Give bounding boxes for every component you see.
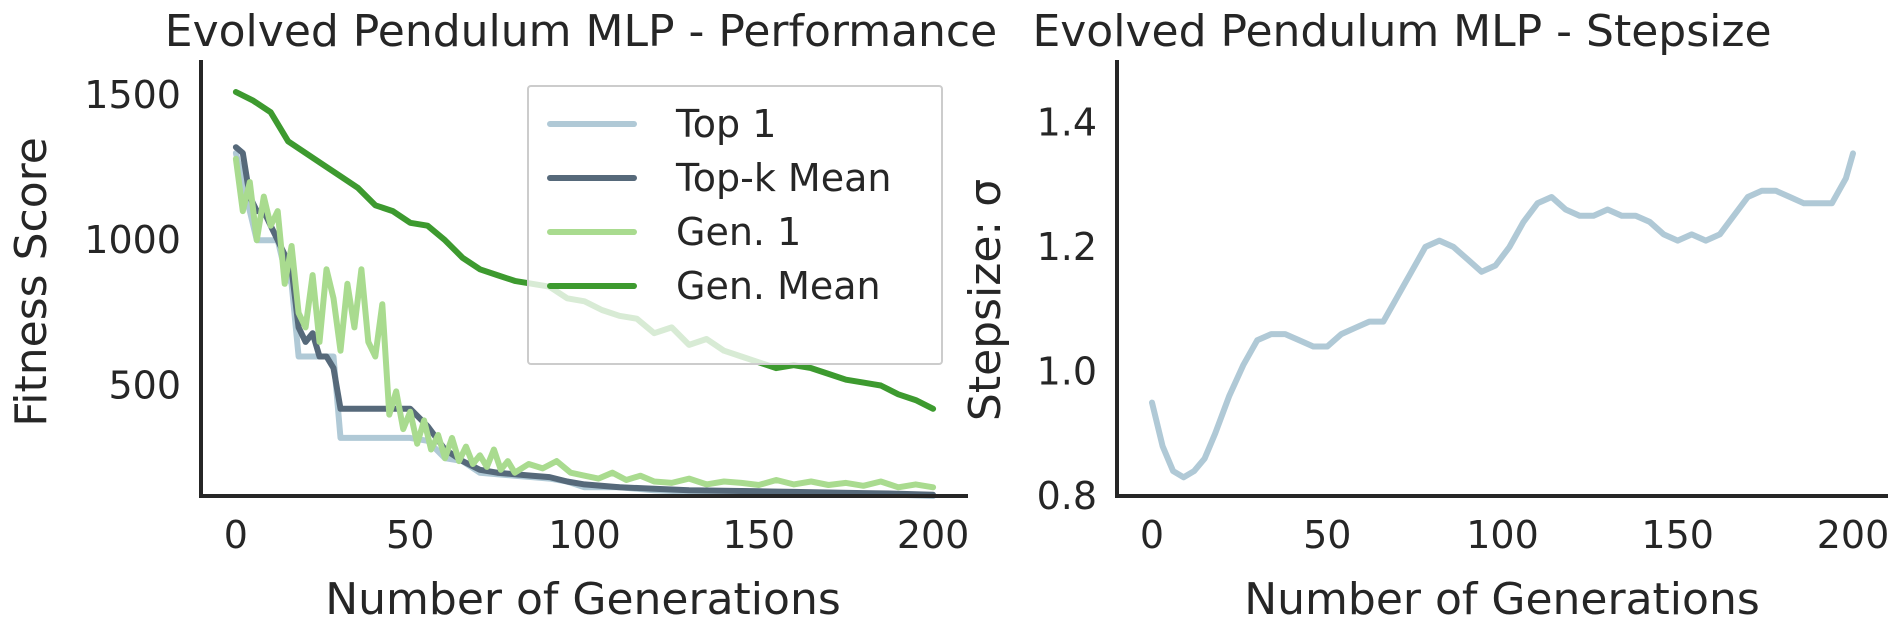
performance-chart: Evolved Pendulum MLP - Performance 0 50 10… [6,6,997,625]
performance-y-ticks: 500 1000 1500 [84,73,181,408]
x-tick-label: 150 [723,513,796,557]
y-tick-label: 500 [108,364,181,408]
chart-title-performance: Evolved Pendulum MLP - Performance [165,6,997,57]
legend-box [527,85,943,365]
x-tick-label: 50 [386,513,434,557]
performance-x-label: Number of Generations [325,574,841,625]
y-tick-label: 1500 [84,73,181,117]
stepsize-series-group [1149,150,1856,481]
legend-label: Top-k Mean [675,156,891,200]
stepsize-chart: Evolved Pendulum MLP - Stepsize 0 50 100 15… [960,6,1889,625]
x-tick-label: 150 [1641,513,1714,557]
y-tick-label: 1000 [84,218,181,262]
legend-label: Gen. 1 [676,210,801,254]
x-tick-label: 100 [548,513,621,557]
stepsize-x-ticks: 0 50 100 150 200 [1140,513,1889,557]
stepsize-y-ticks: 0.8 1.0 1.2 1.4 [1037,100,1097,518]
x-tick-label: 0 [1140,513,1164,557]
x-tick-label: 200 [897,513,970,557]
y-tick-label: 1.0 [1037,349,1097,393]
x-tick-label: 100 [1466,513,1539,557]
performance-legend: Top 1 Top-k Mean Gen. 1 Gen. Mean [527,85,943,365]
series-line-stepsize [1149,150,1856,481]
x-tick-label: 200 [1817,513,1890,557]
series-line-gen-1 [232,155,937,491]
x-tick-label: 50 [1303,513,1351,557]
performance-y-label: Fitness Score [6,137,57,427]
y-tick-label: 1.2 [1037,225,1097,269]
chart-title-stepsize: Evolved Pendulum MLP - Stepsize [1032,6,1771,57]
stepsize-x-label: Number of Generations [1244,574,1760,625]
y-tick-label: 1.4 [1037,100,1097,144]
legend-label: Top 1 [675,102,776,146]
performance-x-ticks: 0 50 100 150 200 [224,513,970,557]
y-tick-label: 0.8 [1037,474,1097,518]
x-tick-label: 0 [224,513,248,557]
stepsize-y-label: Stepsize: σ [960,179,1011,421]
legend-label: Gen. Mean [676,264,881,308]
